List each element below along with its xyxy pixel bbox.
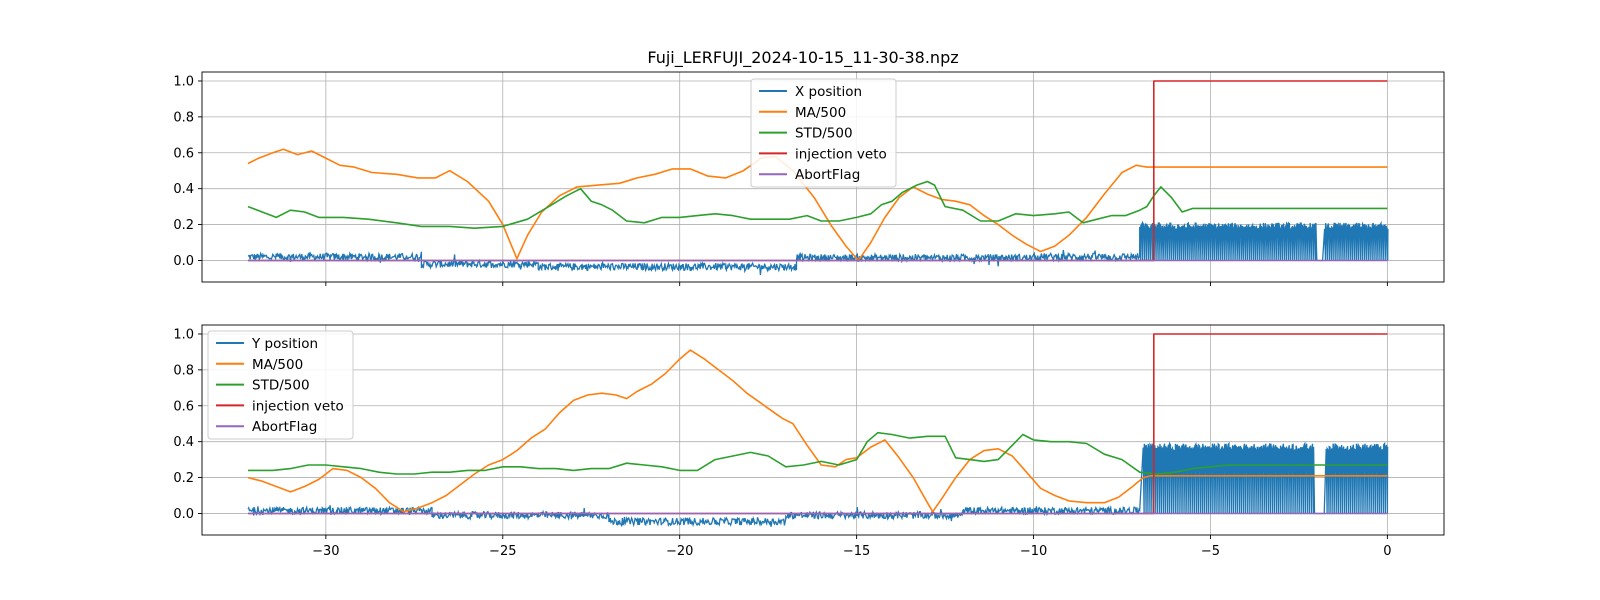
- series-line: [247, 349, 1388, 513]
- y-tick-label: 0.0: [173, 254, 194, 269]
- y-tick-label: 1.0: [173, 327, 194, 342]
- y-position-panel: 0.0 0.2 0.4 0.6 0.8 1.0 −30 −25 −20 −15 −10 −5 0 Y po…: [173, 324, 1445, 559]
- x-tick-label: 0: [1383, 544, 1391, 559]
- axes-frame: [201, 324, 1445, 536]
- x-tick-label: −15: [843, 544, 870, 559]
- x-position-panel: 0.0 0.2 0.4 0.6 0.8 1.0 X position MA/500 STD/50…: [173, 71, 1445, 286]
- legend-label: STD/500: [795, 126, 853, 142]
- grid: [202, 325, 1444, 535]
- series-line: [247, 180, 1388, 229]
- series-line: [247, 220, 1389, 275]
- axes-frame: [201, 71, 1445, 283]
- legend: X position MA/500 STD/500 injection veto Abo…: [750, 78, 897, 188]
- legend-label: X position: [795, 84, 862, 100]
- legend-label: MA/500: [252, 357, 303, 373]
- x-tick-label: −25: [489, 544, 516, 559]
- y-tick-label: 1.0: [173, 74, 194, 89]
- y-tick-label: 0.2: [173, 218, 194, 233]
- legend-label: Y position: [251, 336, 318, 352]
- legend: Y position MA/500 STD/500 injection veto Abo…: [207, 330, 354, 440]
- x-tick-label: −10: [1020, 544, 1047, 559]
- y-tick-label: 0.0: [173, 507, 194, 522]
- x-tick-label: −20: [666, 544, 693, 559]
- legend-label: MA/500: [795, 105, 846, 121]
- legend-label: injection veto: [795, 146, 887, 162]
- legend-label: STD/500: [252, 378, 310, 394]
- y-tick-label: 0.4: [173, 182, 194, 197]
- legend-label: AbortFlag: [795, 167, 860, 183]
- x-tick-label: −30: [312, 544, 339, 559]
- x-tick-label: −5: [1201, 544, 1220, 559]
- plot-area: [247, 80, 1389, 275]
- legend-label: injection veto: [252, 398, 344, 414]
- legend-label: AbortFlag: [252, 419, 317, 435]
- series-line: [248, 431, 1388, 475]
- y-tick-label: 0.8: [173, 110, 194, 125]
- y-tick-label: 0.8: [173, 363, 194, 378]
- plot-area: [247, 333, 1389, 528]
- y-tick-label: 0.6: [173, 146, 194, 161]
- y-tick-label: 0.2: [173, 471, 194, 486]
- y-tick-label: 0.6: [173, 399, 194, 414]
- series-line: [247, 441, 1389, 528]
- y-tick-label: 0.4: [173, 435, 194, 450]
- series-line: [247, 148, 1388, 262]
- figure-title: Fuji_LERFUJI_2024-10-15_11-30-38.npz: [647, 48, 958, 68]
